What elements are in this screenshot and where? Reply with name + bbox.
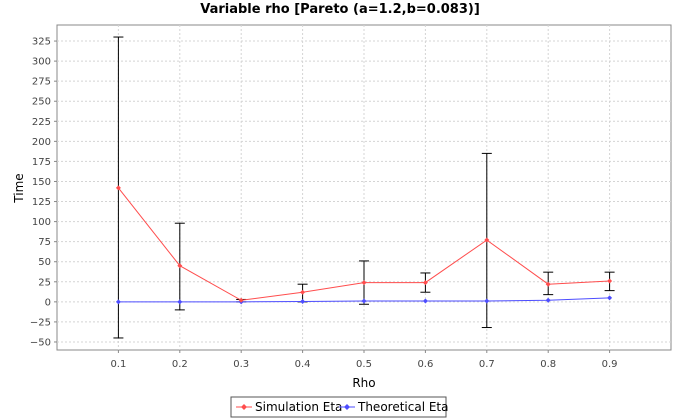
y-tick-label: 275 [32,77,51,88]
data-point-theoretical-eta [607,295,613,301]
data-point-simulation-eta [115,185,121,191]
data-point-simulation-eta [238,297,244,303]
x-tick-label: 0.8 [540,359,556,370]
legend: Simulation Eta Theoretical Eta [230,396,449,418]
y-axis-ticks: −50 −25 0 25 50 75 100 125 150 175 200 225 250 275 300… [30,37,57,348]
y-tick-label: 175 [32,157,51,168]
series-points [115,185,613,305]
y-tick-label: 225 [32,117,51,128]
data-point-theoretical-eta [484,298,490,304]
data-point-simulation-eta [422,280,428,286]
legend-label-theoretical: Theoretical Eta [357,400,449,414]
y-tick-label: 0 [45,297,51,308]
x-tick-label: 0.5 [356,359,372,370]
y-tick-label: 50 [38,257,51,268]
legend-marker-theoretical [344,404,350,410]
data-point-theoretical-eta [545,297,551,303]
x-axis-label: Rho [352,376,375,390]
y-tick-label: 200 [32,137,51,148]
y-tick-label: 150 [32,177,51,188]
x-tick-label: 0.2 [172,359,188,370]
data-point-simulation-eta [545,281,551,287]
data-point-theoretical-eta [361,298,367,304]
data-point-simulation-eta [484,237,490,243]
data-point-simulation-eta [177,263,183,269]
legend-box [230,396,447,418]
data-point-simulation-eta [607,278,613,284]
chart-title: Variable rho [Pareto (a=1.2,b=0.083)] [200,2,480,17]
data-point-theoretical-eta [300,298,306,304]
x-tick-label: 0.4 [295,359,311,370]
x-tick-label: 0.6 [417,359,433,370]
data-point-theoretical-eta [422,298,428,304]
y-tick-label: 325 [32,37,51,48]
data-point-theoretical-eta [177,299,183,305]
x-axis-ticks: 0.1 0.2 0.3 0.4 0.5 0.6 0.7 0.8 0.9 [110,350,618,370]
x-tick-label: 0.1 [110,359,126,370]
legend-label-simulation: Simulation Eta [255,400,342,414]
y-tick-label: 100 [32,217,51,228]
y-tick-label: −50 [30,337,51,348]
legend-marker-simulation [241,404,247,410]
x-tick-label: 0.7 [479,359,495,370]
y-tick-label: 300 [32,57,51,68]
y-tick-label: 25 [38,277,51,288]
y-tick-label: 75 [38,237,51,248]
data-point-simulation-eta [361,280,367,286]
y-tick-label: 250 [32,97,51,108]
x-tick-label: 0.9 [602,359,618,370]
data-point-theoretical-eta [115,299,121,305]
y-tick-label: 125 [32,197,51,208]
data-point-simulation-eta [300,289,306,295]
y-axis-label: Time [12,173,26,203]
x-tick-label: 0.3 [233,359,249,370]
y-tick-label: −25 [30,317,51,328]
